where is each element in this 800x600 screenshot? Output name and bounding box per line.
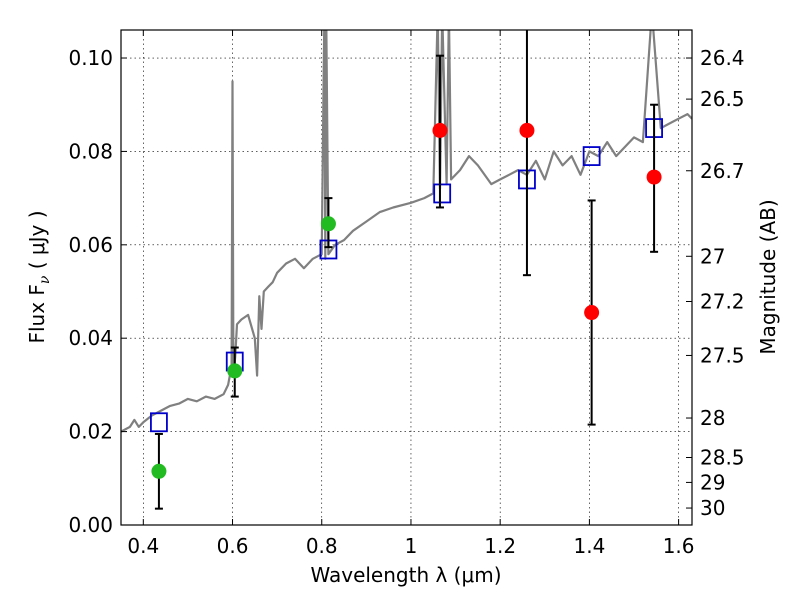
right-tick-label: 27.2 [700, 289, 745, 313]
right-tick-label: 26.4 [700, 46, 745, 70]
x-tick-label: 1.6 [663, 534, 695, 558]
right-tick-label: 27 [700, 244, 725, 268]
right-tick-label: 30 [700, 496, 725, 520]
right-axis-label: Magnitude (AB) [756, 199, 780, 354]
flux-point [646, 169, 662, 185]
model-band-square [150, 412, 168, 433]
x-tick-label: 1.2 [484, 534, 516, 558]
right-tick-label: 26.5 [700, 87, 745, 111]
y-axis-label-units: ( μJy ) [25, 210, 49, 275]
model-band-square [582, 146, 601, 166]
y-tick-label: 0.10 [68, 46, 113, 70]
x-axis-label: Wavelength λ (μm) [310, 563, 501, 587]
grid [121, 30, 692, 526]
y-tick-label: 0.00 [68, 513, 113, 537]
y-tick-label: 0.06 [68, 233, 113, 257]
y-tick-label: 0.02 [68, 420, 113, 444]
x-tick-label: 0.8 [306, 534, 338, 558]
ticks: 0.4 0.6 0.8 1 1.2 1.4 1.6 0.00 0.02 0.04 0.06 0.08 0… [68, 30, 745, 558]
right-tick-label: 28 [700, 406, 725, 430]
right-tick-label: 26.7 [700, 159, 745, 183]
plot-frame [120, 29, 693, 526]
flux-point [320, 216, 336, 232]
y-axis-label: Flux Fν ( μJy ) [25, 210, 53, 343]
x-tick-label: 0.6 [217, 534, 249, 558]
right-tick-label: 28.5 [700, 446, 745, 470]
flux-point [227, 363, 243, 379]
model-spectrum-line [121, 30, 692, 433]
right-tick-label: 29 [700, 470, 725, 494]
y-axis-label-subscript: ν [37, 275, 53, 284]
x-tick-label: 0.4 [127, 534, 159, 558]
x-tick-label: 1.4 [573, 534, 605, 558]
model-band-square [433, 183, 452, 204]
flux-point [519, 122, 535, 138]
y-tick-label: 0.08 [68, 139, 113, 163]
flux-point [584, 305, 600, 321]
right-tick-label: 27.5 [700, 343, 745, 367]
flux-point [432, 122, 448, 138]
y-axis-label-main: Flux F [25, 284, 49, 343]
data-layer [121, 30, 692, 510]
y-tick-label: 0.04 [68, 326, 113, 350]
x-tick-label: 1 [405, 534, 418, 558]
flux-point [151, 463, 167, 479]
